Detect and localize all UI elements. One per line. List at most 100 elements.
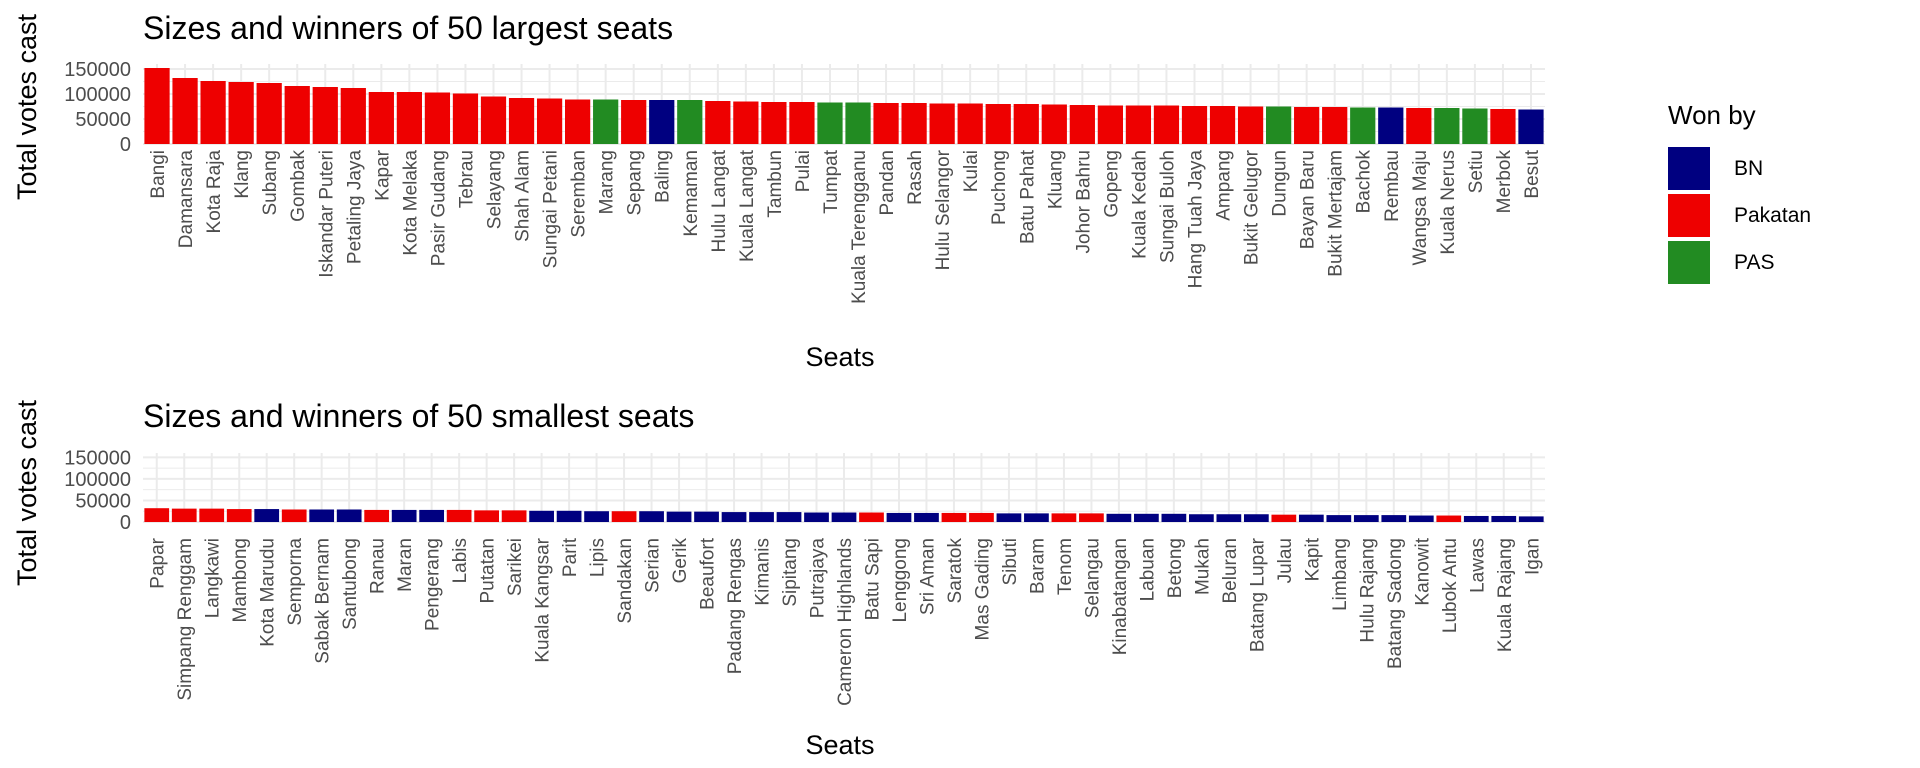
x-tick-label: Subang xyxy=(260,150,281,216)
y-axis-label: Total votes cast xyxy=(12,399,42,586)
x-tick-label: Betong xyxy=(1165,538,1186,598)
bar-kota-marudu xyxy=(254,509,280,522)
y-tick-label: 100000 xyxy=(64,84,131,106)
bar-kota-melaka xyxy=(396,92,422,144)
bar-hulu-rajang xyxy=(1353,515,1379,522)
x-tick-label: Kanowit xyxy=(1412,537,1433,605)
bar-padang-rengas xyxy=(721,512,747,522)
x-tick-label: Kinabatangan xyxy=(1110,538,1131,655)
bar-wangsa-maju xyxy=(1406,108,1432,144)
bar-limbang xyxy=(1326,515,1352,522)
x-tick-label: Sepang xyxy=(625,150,646,216)
bar-klang xyxy=(228,82,254,144)
legend-title: Won by xyxy=(1668,100,1756,130)
bar-tenom xyxy=(1051,513,1077,522)
x-tick-label: Ranau xyxy=(368,538,389,594)
chart-title: Sizes and winners of 50 largest seats xyxy=(143,10,673,46)
bar-lipis xyxy=(584,511,609,522)
y-tick-label: 0 xyxy=(120,134,131,156)
bar-petaling-jaya xyxy=(340,88,366,144)
bar-tambun xyxy=(761,102,787,144)
bar-sabak-bernam xyxy=(309,509,335,522)
bar-batu-pahat xyxy=(1013,104,1039,144)
x-tick-labels: Papar Simpang Renggam Langkawi Mambong Kota … xyxy=(148,537,1544,706)
bar-bayan-baru xyxy=(1294,107,1320,144)
bar-kanowit xyxy=(1408,515,1434,522)
x-tick-label: Rembau xyxy=(1382,150,1403,222)
bar-putrajaya xyxy=(804,512,829,522)
x-tick-label: Beaufort xyxy=(698,537,719,610)
x-tick-label: Batu Sapi xyxy=(862,538,883,620)
x-tick-label: Puchong xyxy=(989,150,1010,225)
bar-gombak xyxy=(284,86,310,144)
bar-betong xyxy=(1161,513,1187,522)
x-tick-label: Sarikei xyxy=(505,538,526,596)
bar-hulu-selangor xyxy=(929,103,955,144)
bar-kimanis xyxy=(749,512,774,522)
x-tick-label: Iskandar Puteri xyxy=(316,150,337,278)
bar-lawas xyxy=(1463,515,1489,522)
x-tick-label: Bukit Mertajam xyxy=(1326,150,1347,277)
bar-papar xyxy=(144,508,170,522)
bar-beaufort xyxy=(694,511,719,522)
bar-parit xyxy=(556,510,582,522)
bar-serian xyxy=(639,511,664,522)
x-tick-label: Klang xyxy=(232,150,253,199)
y-tick-label: 50000 xyxy=(75,490,131,512)
bar-labis xyxy=(446,509,472,522)
x-axis-label: Seats xyxy=(805,730,874,760)
bar-bukit-mertajam xyxy=(1322,107,1348,144)
bar-sungai-petani xyxy=(536,98,563,144)
bar-lenggong xyxy=(886,512,912,522)
bar-kapit xyxy=(1298,514,1324,522)
legend-item-pas: PAS xyxy=(1668,239,1868,286)
x-tick-label: Hulu Langat xyxy=(709,149,730,252)
x-tick-label: Mambong xyxy=(230,538,251,623)
x-tick-label: Pasir Gudang xyxy=(428,150,449,266)
x-tick-label: Limbang xyxy=(1330,538,1351,611)
bar-beluran xyxy=(1216,514,1242,522)
bar-kuala-nerus xyxy=(1434,108,1460,144)
x-tick-label: Kluang xyxy=(1045,150,1066,209)
bar-putatan xyxy=(474,510,499,522)
x-tick-label: Tenom xyxy=(1055,538,1076,595)
bar-mukah xyxy=(1189,514,1214,522)
bar-baling xyxy=(649,100,675,144)
bar-saratok xyxy=(941,512,967,522)
bar-kluang xyxy=(1041,104,1067,144)
bar-igan xyxy=(1518,516,1544,522)
x-tick-label: Kuala Nerus xyxy=(1438,150,1459,255)
x-tick-label: Johor Bahru xyxy=(1073,150,1094,254)
bar-maran xyxy=(391,509,417,522)
bar-selangau xyxy=(1079,513,1104,522)
bar-batang-sadong xyxy=(1381,515,1407,522)
x-tick-label: Sri Aman xyxy=(917,538,938,615)
bar-sandakan xyxy=(611,511,637,522)
x-tick-label: Mukah xyxy=(1192,538,1213,595)
legend-label: BN xyxy=(1734,156,1764,180)
x-tick-label: Bachok xyxy=(1354,150,1375,214)
bar-kuala-terengganu xyxy=(845,102,871,144)
x-tick-labels: Bangi Damansara Kota Raja Klang Subang Gombak… xyxy=(148,149,1543,304)
x-tick-label: Papar xyxy=(148,537,169,588)
x-tick-label: Pandan xyxy=(877,150,898,216)
x-tick-label: Kuala Kangsar xyxy=(533,537,554,662)
x-tick-label: Bayan Baru xyxy=(1298,150,1319,249)
x-tick-label: Marang xyxy=(597,150,618,214)
x-tick-label: Hang Tuah Jaya xyxy=(1186,150,1207,289)
bar-sepang xyxy=(621,100,647,144)
bar-shah-alam xyxy=(508,98,535,144)
x-tick-label: Petaling Jaya xyxy=(344,150,365,265)
bar-merbok xyxy=(1490,109,1516,144)
x-tick-label: Sandakan xyxy=(615,538,636,624)
bar-cameron-highlands xyxy=(831,512,857,522)
x-tick-label: Maran xyxy=(395,538,416,592)
x-tick-label: Labuan xyxy=(1137,538,1158,601)
bar-iskandar-puteri xyxy=(312,87,338,144)
bar-kuala-kedah xyxy=(1125,105,1152,144)
x-tick-label: Kulai xyxy=(961,150,982,192)
x-tick-label: Kapar xyxy=(372,149,393,200)
legend-label: PAS xyxy=(1734,250,1775,274)
